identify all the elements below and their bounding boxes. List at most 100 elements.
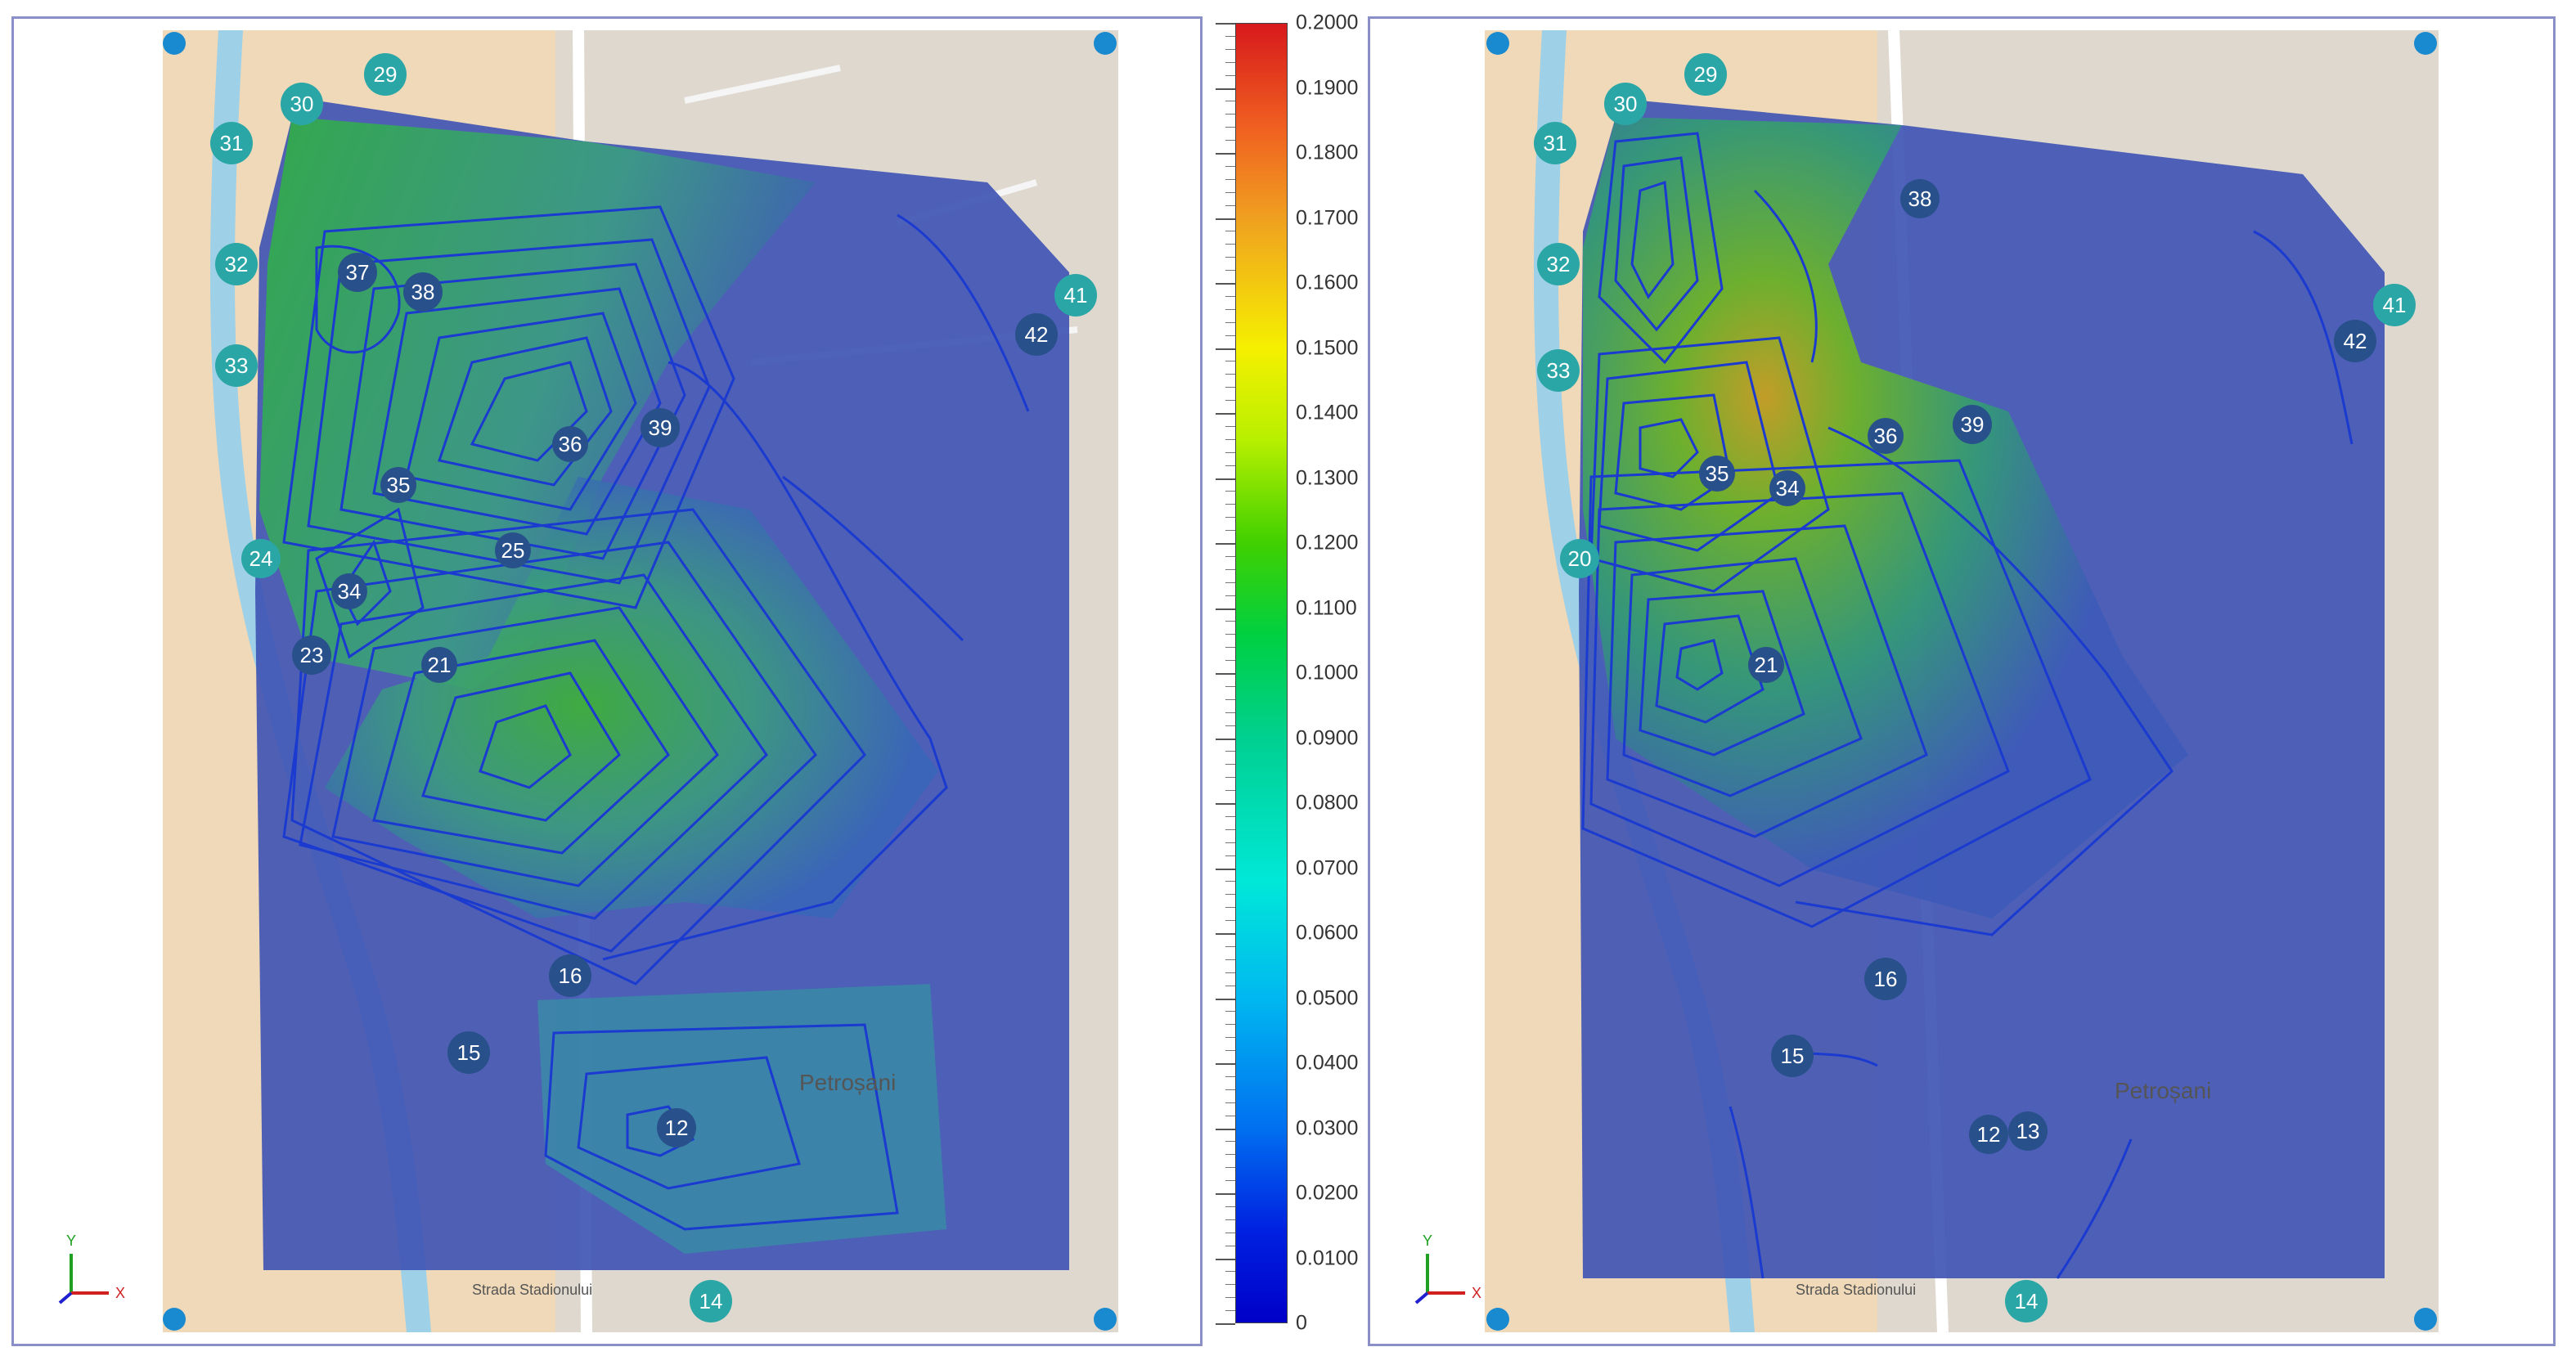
svg-text:41: 41 (2383, 293, 2407, 317)
colorbar-minor-tick (1225, 257, 1235, 258)
station-marker[interactable]: 13 (2008, 1111, 2048, 1151)
station-marker[interactable]: 12 (657, 1108, 696, 1147)
station-marker[interactable]: 32 (1537, 243, 1580, 285)
colorbar-minor-tick (1225, 842, 1235, 843)
colorbar-minor-tick (1225, 425, 1235, 427)
station-marker[interactable]: 12 (1969, 1115, 2008, 1154)
colorbar-tick (1216, 283, 1235, 285)
station-marker[interactable]: 36 (552, 426, 588, 462)
colorbar-minor-tick (1225, 1102, 1235, 1103)
station-marker[interactable]: 39 (641, 408, 680, 447)
station-marker[interactable]: 21 (1748, 647, 1784, 683)
svg-text:29: 29 (1694, 62, 1718, 87)
colorbar-label: 0.0300 (1296, 1116, 1359, 1139)
label-petrosani: Petroșani (799, 1070, 896, 1095)
station-marker[interactable]: 14 (2005, 1280, 2048, 1322)
colorbar-minor-tick (1225, 894, 1235, 896)
station-marker[interactable]: 31 (1534, 122, 1576, 164)
colorbar-minor-tick (1225, 555, 1235, 557)
station-marker[interactable]: 42 (1015, 313, 1058, 356)
corner-marker (2414, 1308, 2437, 1331)
corner-marker (1486, 32, 1509, 55)
colorbar-label: 0.1400 (1296, 401, 1359, 424)
corner-marker (2414, 32, 2437, 55)
concentration-zone (1583, 117, 2188, 918)
station-marker[interactable]: 20 (1560, 539, 1599, 578)
colorbar-tick (1216, 998, 1235, 1000)
colorbar-minor-tick (1225, 295, 1235, 297)
station-marker[interactable]: 21 (421, 647, 457, 683)
station-marker[interactable]: 39 (1953, 405, 1992, 444)
station-marker[interactable]: 31 (210, 122, 253, 164)
colorbar-minor-tick (1225, 400, 1235, 402)
station-marker[interactable]: 24 (241, 539, 281, 578)
concentration-zone-south (537, 984, 946, 1254)
left-map[interactable]: Petroșani Strada Stadionului 29 30 31 32… (14, 19, 1205, 1349)
colorbar-minor-tick (1225, 1011, 1235, 1013)
colorbar-label: 0.2000 (1296, 11, 1359, 34)
station-marker[interactable]: 30 (1604, 83, 1647, 125)
station-marker[interactable]: 32 (215, 243, 258, 285)
station-marker[interactable]: 23 (292, 635, 331, 675)
station-marker[interactable]: 34 (331, 573, 367, 609)
svg-text:30: 30 (1614, 92, 1638, 116)
station-marker[interactable]: 16 (549, 954, 591, 997)
colorbar-label: 0.1100 (1296, 596, 1357, 619)
station-marker[interactable]: 33 (215, 344, 258, 387)
svg-text:23: 23 (300, 643, 324, 667)
colorbar-tick (1216, 1128, 1235, 1130)
station-marker[interactable]: 36 (1868, 418, 1904, 454)
contour-lines (282, 205, 1030, 1231)
colorbar-minor-tick (1225, 140, 1235, 141)
colorbar-label: 0 (1296, 1311, 1307, 1335)
colorbar-ticks (1216, 23, 1235, 1325)
station-marker[interactable]: 30 (281, 83, 323, 125)
station-marker[interactable]: 16 (1864, 958, 1907, 1000)
station-marker[interactable]: 29 (364, 53, 407, 96)
colorbar-minor-tick (1225, 1075, 1235, 1077)
station-marker[interactable]: 15 (447, 1031, 490, 1074)
station-marker[interactable]: 29 (1684, 53, 1727, 96)
station-marker[interactable]: 41 (2373, 284, 2416, 326)
colorbar-label: 0.0200 (1296, 1181, 1359, 1205)
svg-text:34: 34 (1776, 476, 1800, 501)
contour-lines (1581, 132, 2353, 1279)
station-marker[interactable]: 33 (1537, 349, 1580, 392)
svg-text:39: 39 (1961, 412, 1985, 437)
colorbar-tick (1216, 803, 1235, 805)
colorbar-minor-tick (1225, 764, 1235, 766)
colorbar-label: 0.0700 (1296, 856, 1359, 879)
colorbar-minor-tick (1225, 815, 1235, 817)
svg-text:15: 15 (1781, 1044, 1805, 1068)
station-marker[interactable]: 42 (2334, 320, 2376, 362)
colorbar-minor-tick (1225, 920, 1235, 922)
colorbar-tick (1216, 608, 1235, 610)
station-marker[interactable]: 38 (1900, 179, 1940, 218)
colorbar-minor-tick (1225, 321, 1235, 323)
colorbar-label: 0.0800 (1296, 791, 1359, 815)
station-marker[interactable]: 35 (380, 467, 416, 503)
station-marker[interactable]: 15 (1771, 1035, 1814, 1077)
colorbar-minor-tick (1225, 595, 1235, 596)
svg-text:15: 15 (457, 1040, 481, 1065)
colorbar-tick (1216, 1063, 1235, 1065)
colorbar-minor-tick (1225, 1180, 1235, 1182)
colorbar-tick (1216, 1193, 1235, 1195)
svg-text:33: 33 (225, 353, 249, 378)
station-marker[interactable]: 14 (690, 1280, 732, 1322)
svg-text:32: 32 (1547, 252, 1571, 276)
station-marker[interactable]: 38 (403, 272, 443, 312)
svg-text:38: 38 (411, 280, 435, 304)
colorbar-minor-tick (1225, 1024, 1235, 1026)
station-marker[interactable]: 25 (495, 532, 531, 568)
svg-text:25: 25 (501, 538, 525, 563)
station-marker[interactable]: 34 (1769, 470, 1805, 506)
colorbar-minor-tick (1225, 698, 1235, 700)
right-map[interactable]: Petroșani Strada Stadionului 29 30 31 32… (1370, 19, 2558, 1349)
colorbar-label: 0.0900 (1296, 726, 1359, 749)
station-marker[interactable]: 37 (338, 253, 377, 292)
station-marker[interactable]: 35 (1699, 456, 1735, 492)
station-marker[interactable]: 41 (1054, 274, 1097, 317)
svg-text:37: 37 (346, 260, 370, 285)
colorbar-minor-tick (1225, 61, 1235, 63)
